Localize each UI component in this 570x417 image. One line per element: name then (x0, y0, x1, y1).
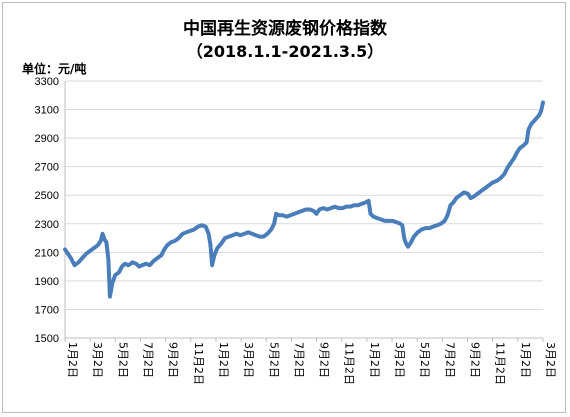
y-tick-label: 3300 (35, 76, 59, 88)
x-tick-label: 9月2日 (167, 342, 180, 378)
x-tick-label: 5月2日 (116, 342, 129, 378)
y-unit-label: 单位：元/吨 (22, 62, 87, 76)
x-tick-label: 5月2日 (418, 342, 431, 378)
x-tick-label: 9月2日 (318, 342, 331, 378)
series-line (63, 100, 545, 299)
y-tick-label: 2700 (35, 162, 59, 174)
chart-title: 中国再生资源废钢价格指数 (183, 19, 387, 39)
x-tick-label: 1月2日 (519, 342, 532, 378)
x-tick-label: 7月2日 (141, 342, 154, 378)
y-tick-label: 2900 (35, 133, 59, 145)
x-tick-label: 7月2日 (292, 342, 305, 378)
y-tick-label: 1500 (35, 333, 59, 345)
y-tick-label: 2500 (35, 190, 59, 202)
y-tick-label: 3100 (35, 105, 59, 117)
x-tick-label: 3月2日 (544, 342, 557, 378)
x-tick-label: 9月2日 (469, 342, 482, 378)
x-tick-label: 7月2日 (443, 342, 456, 378)
y-tick-label: 2300 (35, 219, 59, 231)
x-tick-label: 11月2日 (192, 342, 205, 385)
x-tick-label: 5月2日 (267, 342, 280, 378)
y-tick-label: 1900 (35, 276, 59, 288)
x-tick-label: 3月2日 (242, 342, 255, 378)
x-tick-label: 11月2日 (343, 342, 356, 385)
x-tick-label: 11月2日 (494, 342, 507, 385)
y-tick-label: 2100 (35, 247, 59, 259)
x-tick-label: 3月2日 (91, 342, 104, 378)
x-tick-label: 1月2日 (368, 342, 381, 378)
x-tick-label: 1月2日 (217, 342, 230, 378)
y-tick-label: 1700 (35, 304, 59, 316)
chart-subtitle: （2018.1.1-2021.3.5） (186, 42, 384, 61)
chart-frame (2, 2, 566, 413)
x-tick-label: 1月2日 (66, 342, 79, 378)
x-tick-label: 3月2日 (393, 342, 406, 378)
